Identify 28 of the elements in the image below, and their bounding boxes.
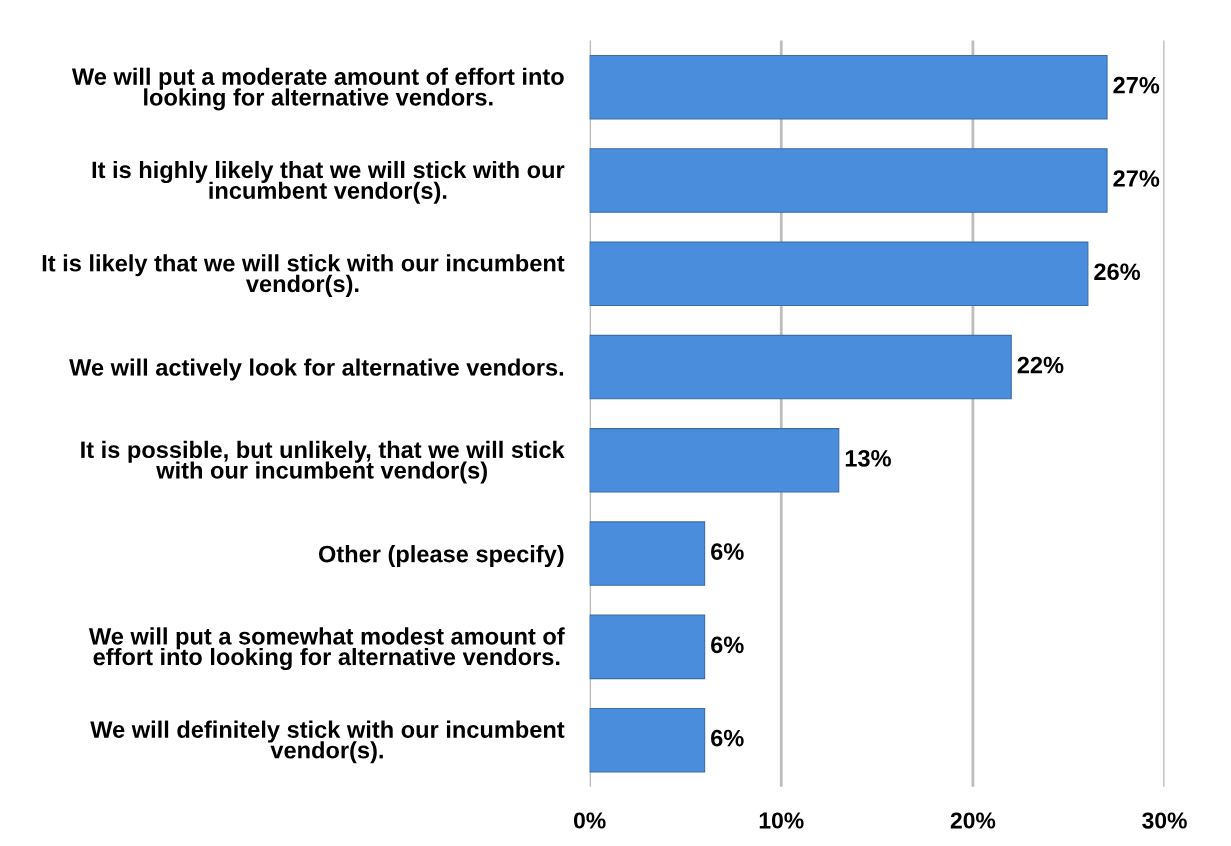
bar: [589, 148, 1108, 213]
y-tick-label: We will definitely stick with our incumbent vendor(s).: [90, 720, 565, 764]
data-label: 27%: [1113, 76, 1160, 94]
bar: [589, 428, 840, 493]
x-tick-label: 0%: [573, 812, 606, 829]
data-label: 6%: [711, 543, 744, 560]
data-label: 6%: [711, 729, 744, 747]
y-tick-label: We will put a somewhat modest amount of effort into looking for alternative vendors.: [88, 627, 565, 671]
y-tick-label: We will put a moderate amount of effort into looking for alternative vendors.: [71, 67, 564, 111]
y-tick-label: We will actively look for alternative vendors.: [69, 358, 564, 381]
y-tick-label: It is highly likely that we will stick with our incumbent vendor(s).: [92, 160, 565, 204]
x-tick-label: 30%: [1142, 812, 1187, 829]
data-label: 27%: [1113, 170, 1160, 187]
bar: [589, 707, 706, 773]
y-tick-label: Other (please specify): [318, 545, 564, 568]
y-tick-label: It is likely that we will stick with our incumbent vendor(s).: [42, 254, 565, 297]
data-label: 22%: [1017, 356, 1064, 374]
bar: [589, 334, 1012, 400]
bar: [589, 241, 1089, 307]
x-tick-label: 10%: [759, 812, 804, 829]
bar: [589, 614, 706, 680]
bar: [589, 521, 706, 586]
data-label: 13%: [845, 449, 891, 467]
y-tick-label: It is possible, but unlikely, that we will stick with our incumbent vendor(s): [81, 440, 565, 484]
bar: [589, 54, 1108, 120]
data-label: 6%: [711, 636, 744, 654]
x-tick-label: 20%: [950, 812, 996, 829]
data-label: 26%: [1094, 263, 1141, 281]
